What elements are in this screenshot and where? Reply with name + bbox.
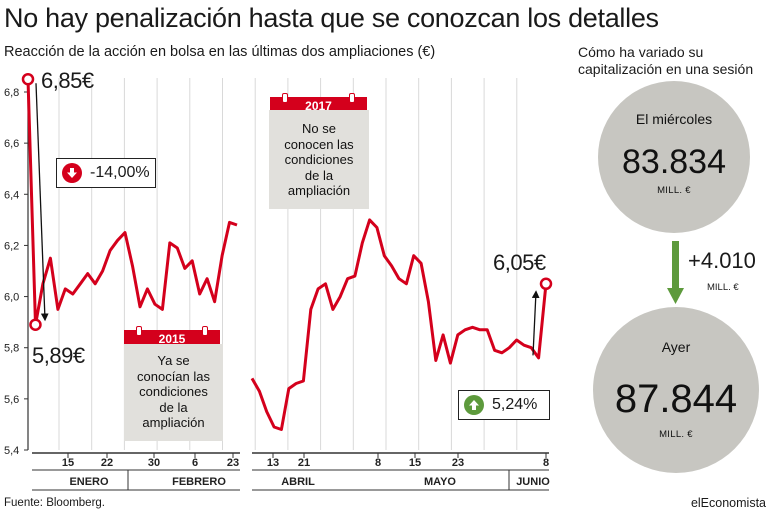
drop-percentage: -14,00% [90, 164, 150, 181]
after-label: Ayer [661, 339, 691, 355]
note-2015-year: 2015 [158, 332, 186, 346]
note-line: conocían las [137, 368, 210, 384]
calendar-ring-icon [136, 326, 142, 336]
before-value: 83.834 [622, 143, 726, 181]
x-tick-label: 6 [192, 457, 198, 469]
after-value: 87.844 [614, 377, 738, 421]
rise-percentage: 5,24% [492, 396, 538, 413]
change-value: +4.010 [688, 248, 756, 273]
calendar-ring-icon [282, 93, 288, 103]
x-tick-label: 15 [62, 457, 74, 469]
y-tick-label: 5,4 [4, 445, 19, 457]
note-2017: No se conocen las condiciones de la ampl… [269, 110, 369, 209]
note-line: condiciones [284, 152, 354, 167]
x-tick-label: 21 [298, 457, 310, 469]
note-line: ampliación [142, 415, 205, 430]
price-lines [21, 72, 553, 431]
calendar-ring-icon [202, 326, 208, 336]
note-2015-tag: 2015 [124, 326, 220, 348]
x-tick-label: 8 [375, 457, 381, 469]
rise-arrow [531, 290, 540, 356]
note-line: No se [302, 121, 336, 136]
month-label: JUNIO [516, 476, 550, 488]
month-label: ABRIL [281, 476, 315, 488]
note-line: conocen las [284, 136, 354, 152]
change-arrow-head [667, 288, 684, 304]
arrow-up-icon [464, 395, 484, 415]
start-price-label: 6,85€ [41, 68, 94, 93]
month-label: MAYO [424, 476, 456, 488]
y-tick-label: 5,8 [4, 343, 19, 355]
y-tick-label: 6,4 [4, 189, 19, 201]
x-tick-label: 13 [267, 457, 279, 469]
y-tick-label: 6,2 [4, 240, 19, 252]
month-label: FEBRERO [172, 476, 226, 488]
note-line: condiciones [139, 384, 208, 399]
note-2015: Ya se conocían las condiciones de la amp… [124, 344, 223, 441]
y-tick-label: 6,8 [4, 87, 19, 99]
chart-subtitle: Reacción de la acción en bolsa en las úl… [4, 44, 436, 60]
x-tick-label: 22 [101, 457, 113, 469]
change-unit: MILL. € [707, 282, 739, 293]
end-price-label: 6,05€ [493, 250, 546, 275]
x-tick-label: 23 [227, 457, 239, 469]
y-tick-label: 6,0 [4, 292, 19, 304]
x-axis: 15 22 30 6 23 ENERO FEBRERO 13 21 8 15 23 8 ABRIL MAYO… [32, 452, 550, 491]
source-note: Fuente: Bloomberg. [4, 497, 106, 509]
highlight-point [29, 318, 42, 331]
chart-title: No hay penalización hasta que se conozca… [4, 3, 659, 33]
highlight-point [539, 277, 553, 291]
x-tick-label: 8 [543, 457, 549, 469]
x-tick-label: 23 [452, 457, 464, 469]
calendar-ring-icon [349, 93, 355, 103]
arrow-down-icon [62, 163, 82, 183]
annotation-arrows [35, 83, 540, 356]
x-tick-label: 30 [148, 457, 160, 469]
note-2017-year: 2017 [305, 99, 332, 113]
y-tick-label: 6,6 [4, 138, 19, 150]
capitalization-before: El miércoles 83.834 MILL. € [598, 81, 750, 233]
series-line-2015 [26, 79, 238, 327]
series-line-2017 [250, 218, 548, 431]
after-unit: MILL. € [659, 429, 693, 440]
before-label: El miércoles [635, 111, 713, 127]
change-arrow-shaft [672, 241, 679, 291]
note-line: de la [159, 399, 188, 415]
brand-logo: elEconomista [690, 496, 766, 510]
y-tick-label: 5,6 [4, 394, 19, 406]
capitalization-arrow [667, 241, 684, 304]
rise-badge: 5,24% [458, 390, 550, 420]
x-tick-label: 15 [409, 457, 421, 469]
note-line: Ya se [157, 353, 190, 368]
drop-badge: -14,00% [56, 158, 156, 188]
capitalization-title: Cómo ha variado su capitalización en una… [578, 44, 754, 77]
before-unit: MILL. € [657, 185, 691, 196]
drop-arrow [35, 83, 49, 322]
note-line: de la [304, 167, 334, 183]
month-label: ENERO [69, 476, 109, 488]
low-price-label: 5,89€ [32, 343, 85, 368]
highlight-point [21, 72, 35, 86]
capitalization-after: Ayer 87.844 MILL. € [593, 307, 759, 473]
note-line: ampliación [287, 183, 351, 198]
y-axis: 5,4 5,6 5,8 6,0 6,2 6,4 6,6 6,8 [4, 78, 29, 457]
